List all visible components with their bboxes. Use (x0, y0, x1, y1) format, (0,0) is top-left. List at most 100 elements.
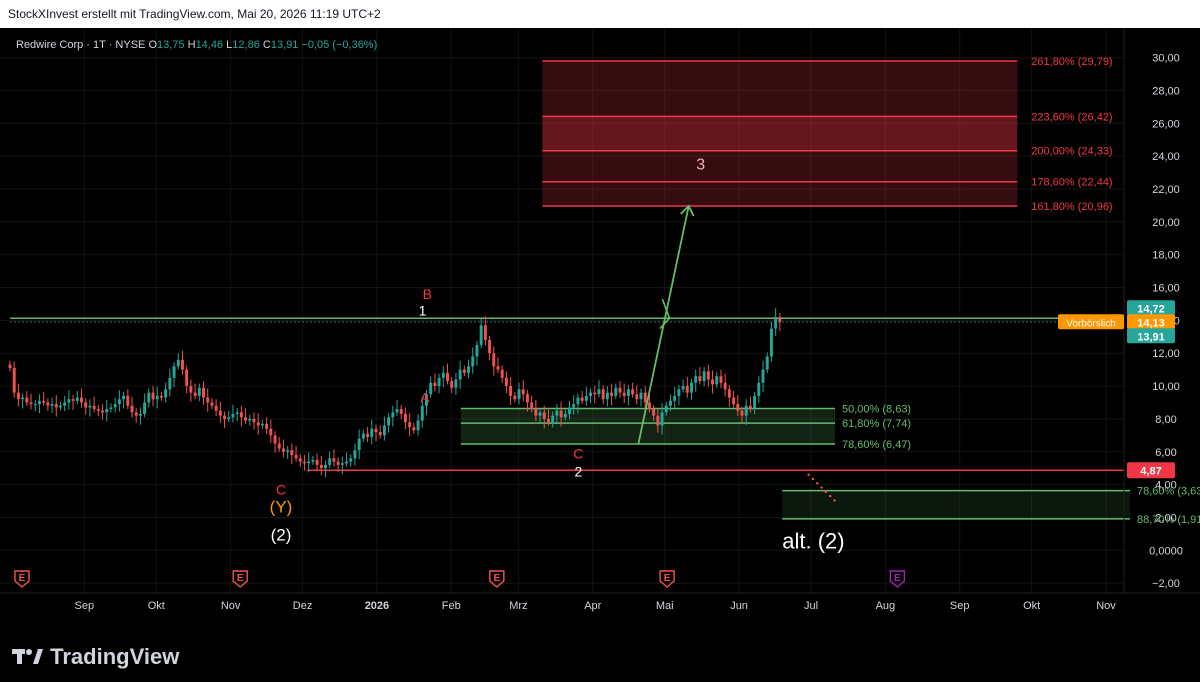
candle (719, 376, 723, 383)
candle (757, 382, 761, 396)
candle (113, 404, 117, 408)
candle (572, 404, 576, 408)
earnings-marker[interactable] (14, 570, 30, 588)
earnings-marker-label: E (237, 573, 244, 584)
candle (732, 397, 736, 405)
candle (626, 389, 630, 396)
wave-label: alt. (2) (782, 529, 844, 554)
candle (349, 458, 353, 462)
earnings-marker-label: E (19, 573, 26, 584)
candle (647, 402, 651, 410)
price-label-text: 14,72 (1137, 303, 1165, 315)
candle (412, 427, 416, 431)
candle (218, 410, 222, 416)
candle (189, 386, 193, 393)
candle (643, 392, 647, 403)
price-label-box (1127, 328, 1175, 344)
candle (138, 413, 142, 416)
candle (437, 377, 441, 387)
candle (454, 379, 458, 388)
price-chart[interactable]: 261,80% (29,79) 223,60% (26,42) 200,00% (2… (0, 28, 1200, 634)
ohlc-legend: Redwire Corp · 1T · NYSE O13,75 H14,46 L… (16, 39, 377, 51)
candle (765, 356, 769, 370)
price-tick-label: 0,0000 (1149, 545, 1183, 557)
breakout-arrow-head (659, 298, 671, 330)
candle (458, 369, 462, 380)
candle (159, 395, 163, 398)
candle (568, 407, 571, 414)
candle (235, 412, 239, 414)
candle (467, 366, 471, 373)
candle (202, 387, 205, 398)
candle (668, 400, 672, 406)
candle (446, 372, 449, 382)
candle (425, 394, 428, 406)
price-tick-label: 20,00 (1152, 217, 1180, 229)
candle (227, 417, 231, 419)
candle (29, 402, 33, 405)
time-tick-label: Jun (730, 600, 748, 612)
candle (67, 399, 71, 403)
candle (769, 328, 773, 357)
earnings-marker-label: E (664, 573, 671, 584)
candle (551, 415, 555, 423)
fib-retracement-label: 61,80% (7,74) (842, 418, 911, 430)
candle (500, 369, 504, 378)
candle (715, 376, 719, 385)
top-attribution-bar: StockXInvest erstellt mit TradingView.co… (0, 0, 1200, 28)
candle (223, 415, 227, 419)
candle (42, 400, 46, 403)
time-tick-label: Sep (950, 600, 970, 612)
candle (332, 458, 336, 462)
candle (206, 397, 210, 403)
candle (143, 402, 147, 414)
candle (197, 387, 201, 396)
price-label-text: 14,13 (1137, 317, 1165, 329)
price-tick-label: 18,00 (1152, 250, 1180, 262)
time-tick-label: Okt (148, 600, 165, 612)
candle (374, 428, 378, 433)
earnings-marker[interactable] (489, 570, 505, 588)
price-tick-label: 12,00 (1152, 348, 1180, 360)
candle (542, 412, 546, 419)
candle (504, 377, 508, 387)
candle (336, 461, 340, 465)
candle (723, 382, 727, 390)
candle (589, 392, 593, 396)
time-tick-label: Aug (876, 600, 896, 612)
candle (370, 428, 374, 437)
candle (513, 395, 517, 400)
candle (563, 413, 567, 418)
candle (509, 386, 513, 396)
earnings-marker[interactable] (659, 570, 675, 588)
premarket-tag (1058, 314, 1124, 330)
candle (130, 405, 134, 413)
wave-label: 2 (574, 463, 582, 479)
candle (25, 397, 29, 403)
price-tick-label: 2,00 (1155, 512, 1176, 524)
price-tick-label: 28,00 (1152, 85, 1180, 97)
time-tick-label: Mai (656, 600, 674, 612)
candle (753, 395, 757, 410)
candle (324, 464, 327, 469)
candle (639, 392, 643, 400)
time-tick-label: Nov (221, 600, 241, 612)
alt-path-dot (833, 499, 836, 502)
fib-extension-label: 223,60% (26,42) (1031, 111, 1112, 123)
candle (496, 366, 500, 370)
candle (488, 340, 492, 354)
candle (690, 382, 693, 393)
earnings-marker[interactable] (232, 570, 248, 588)
alt-path-dot (816, 482, 819, 485)
candle (408, 422, 412, 428)
candle (391, 412, 395, 418)
candle (248, 418, 252, 421)
candle (16, 392, 20, 400)
candle (75, 397, 79, 401)
chart-area[interactable]: 261,80% (29,79) 223,60% (26,42) 200,00% (2… (0, 28, 1200, 634)
earnings-marker-future[interactable] (889, 570, 906, 588)
candle (660, 412, 664, 426)
candle (635, 394, 639, 400)
time-tick-label: Mrz (509, 600, 527, 612)
candle (277, 443, 281, 449)
